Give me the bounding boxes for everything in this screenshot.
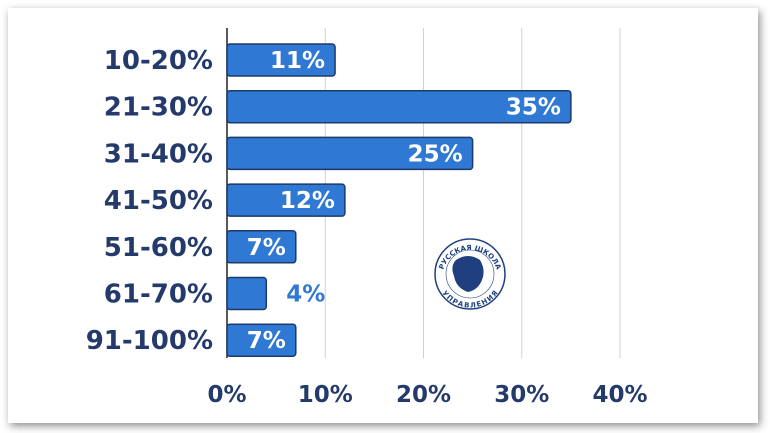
chart-card bbox=[8, 8, 758, 423]
bar bbox=[226, 136, 474, 171]
bar bbox=[226, 276, 268, 311]
bar bbox=[226, 183, 346, 217]
x-tick-label: 20% bbox=[396, 382, 451, 408]
data-label: 12% bbox=[280, 188, 335, 214]
logo-inner-ring bbox=[445, 249, 495, 299]
data-label: 25% bbox=[408, 141, 463, 167]
bar bbox=[226, 230, 297, 264]
category-label: 41-50% bbox=[104, 186, 213, 216]
bar bbox=[226, 43, 336, 77]
category-label: 21-30% bbox=[104, 93, 213, 123]
category-label: 31-40% bbox=[104, 139, 213, 169]
x-tick-label: 10% bbox=[298, 382, 353, 408]
x-tick-label: 30% bbox=[494, 382, 549, 408]
data-label: 11% bbox=[270, 48, 325, 74]
data-label: 35% bbox=[506, 95, 561, 121]
category-label: 61-70% bbox=[104, 280, 213, 310]
x-tick-label: 40% bbox=[592, 382, 647, 408]
data-label: 7% bbox=[247, 235, 286, 261]
data-label: 4% bbox=[286, 282, 325, 308]
bar bbox=[226, 323, 297, 357]
lion-head-icon bbox=[452, 256, 484, 292]
bar bbox=[226, 89, 572, 124]
category-label: 51-60% bbox=[104, 233, 213, 263]
category-label: 91-100% bbox=[86, 326, 213, 356]
category-label: 10-20% bbox=[104, 46, 213, 76]
data-label: 7% bbox=[247, 328, 286, 354]
x-tick-label: 0% bbox=[207, 382, 246, 408]
